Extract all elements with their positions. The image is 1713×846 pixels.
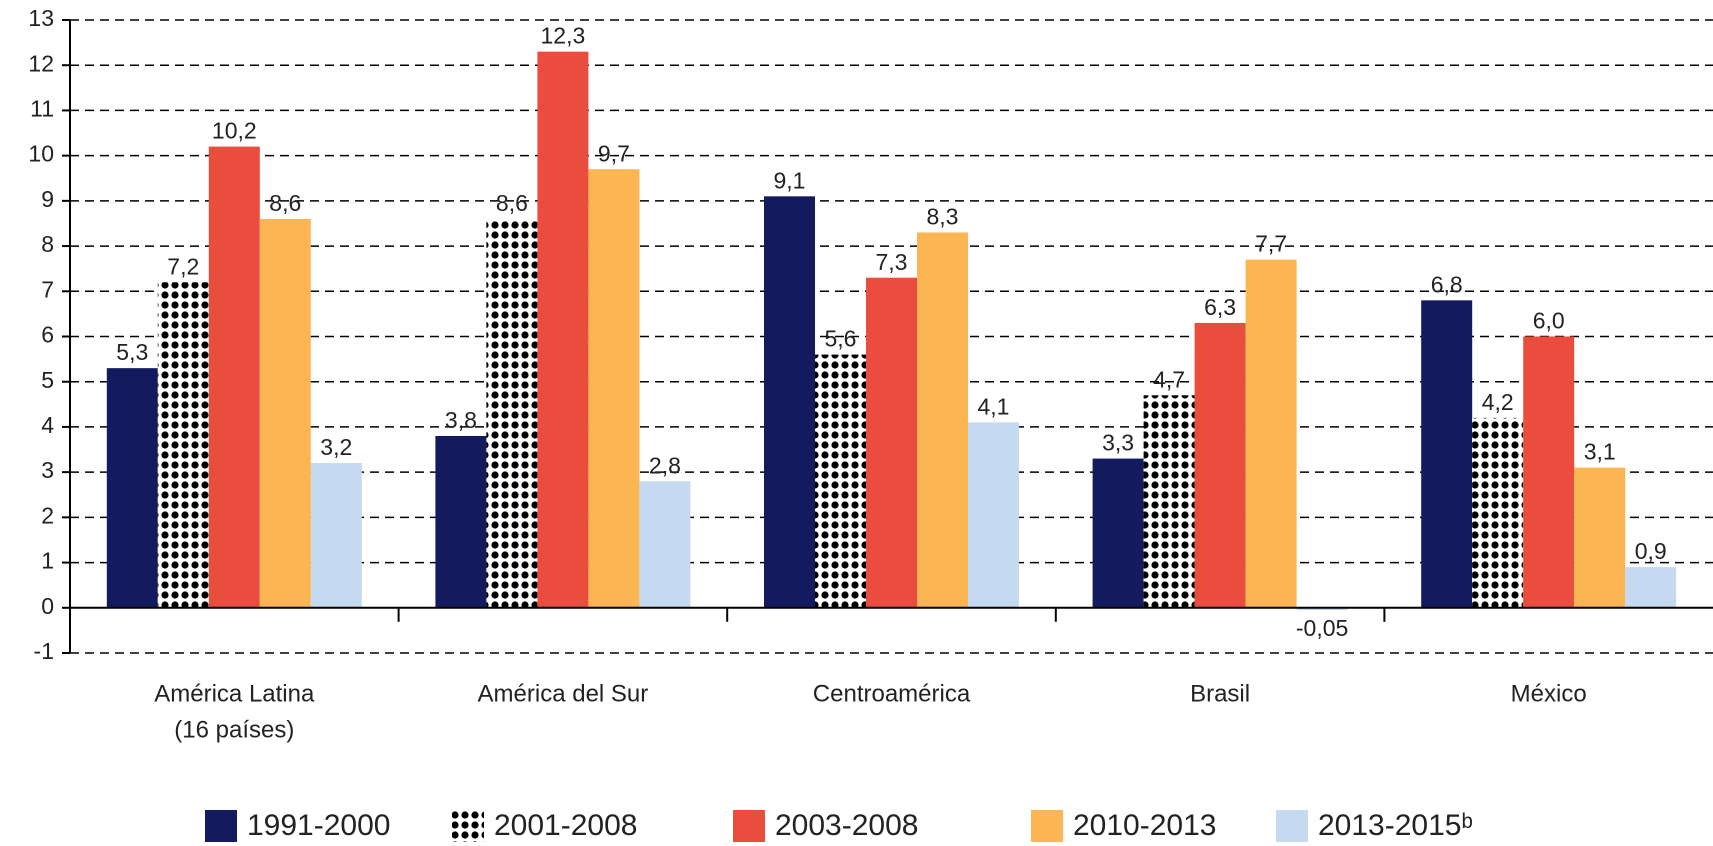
value-label: 8,6 — [269, 190, 301, 216]
value-label: 5,6 — [825, 326, 857, 352]
legend-swatch — [452, 810, 484, 842]
bar — [968, 422, 1019, 608]
bar — [764, 196, 815, 608]
bar — [1245, 259, 1297, 608]
value-label: 0,9 — [1635, 538, 1667, 564]
bar — [866, 277, 917, 608]
legend-swatch — [1276, 810, 1308, 842]
y-tick-label: -1 — [34, 638, 54, 664]
value-label: -0,05 — [1296, 615, 1348, 641]
bar — [435, 435, 487, 608]
bar — [208, 146, 260, 608]
y-tick-label: 4 — [41, 412, 54, 438]
value-label: 3,2 — [320, 434, 352, 460]
y-tick-label: 0 — [41, 593, 54, 619]
value-label: 2,8 — [649, 452, 681, 478]
bar — [1625, 567, 1677, 608]
bar — [1296, 607, 1348, 611]
bar — [1574, 467, 1626, 608]
y-tick-label: 9 — [41, 186, 54, 212]
x-tick-label: México — [1511, 680, 1587, 707]
value-label: 4,1 — [978, 393, 1010, 419]
y-tick-label: 3 — [41, 457, 54, 483]
bar — [639, 481, 691, 608]
bar — [588, 169, 640, 608]
y-tick-label: 12 — [28, 50, 54, 76]
bar — [157, 282, 209, 608]
y-tick-label: 2 — [41, 502, 54, 528]
value-label: 3,3 — [1102, 430, 1134, 456]
bar — [917, 232, 968, 608]
value-label: 9,7 — [598, 140, 630, 166]
legend-swatch — [205, 810, 237, 842]
value-label: 7,7 — [1255, 231, 1287, 257]
value-label: 7,2 — [167, 253, 199, 279]
y-tick-label: 1 — [41, 548, 54, 574]
legend-label: 1991-2000 — [247, 809, 390, 842]
legend-swatch — [1031, 810, 1063, 842]
bar — [1143, 395, 1195, 608]
bar — [1472, 417, 1524, 608]
bar — [537, 51, 589, 608]
value-label: 3,8 — [445, 407, 477, 433]
y-tick-label: 13 — [28, 5, 54, 31]
x-tick-label: América Latina — [154, 680, 315, 707]
legend-label: 2001-2008 — [494, 809, 637, 842]
bar — [106, 368, 158, 608]
bar — [1421, 300, 1473, 608]
bar — [310, 463, 362, 608]
bar — [815, 354, 866, 608]
value-label: 9,1 — [774, 167, 806, 193]
value-label: 5,3 — [116, 339, 148, 365]
value-label: 8,6 — [496, 190, 528, 216]
legend-label: 2010-2013 — [1073, 809, 1216, 842]
bar — [259, 218, 311, 608]
y-tick-label: 5 — [41, 367, 54, 393]
value-label: 8,3 — [927, 204, 959, 230]
x-tick-label: Centroamérica — [813, 680, 971, 707]
value-label: 3,1 — [1584, 439, 1616, 465]
bar — [1194, 322, 1246, 608]
value-label: 10,2 — [212, 118, 257, 144]
value-label: 12,3 — [541, 23, 586, 49]
bar — [486, 218, 538, 608]
value-label: 6,0 — [1533, 308, 1565, 334]
legend-swatch — [733, 810, 765, 842]
y-tick-label: 7 — [41, 276, 54, 302]
value-label: 4,2 — [1482, 389, 1514, 415]
x-tick-label: América del Sur — [478, 680, 649, 707]
y-tick-label: 11 — [30, 96, 54, 122]
y-tick-label: 6 — [41, 322, 54, 348]
bar — [1092, 458, 1144, 608]
bar — [1523, 336, 1575, 608]
y-tick-label: 10 — [28, 141, 54, 167]
value-label: 7,3 — [876, 249, 908, 275]
x-tick-label: Brasil — [1190, 680, 1250, 707]
x-tick-label: (16 países) — [174, 716, 294, 743]
value-label: 4,7 — [1153, 366, 1185, 392]
legend-label: 2003-2008 — [775, 809, 918, 842]
y-tick-label: 8 — [41, 231, 54, 257]
value-label: 6,3 — [1204, 294, 1236, 320]
legend-label: 2013-2015ᵇ — [1318, 809, 1473, 842]
value-label: 6,8 — [1431, 271, 1463, 297]
